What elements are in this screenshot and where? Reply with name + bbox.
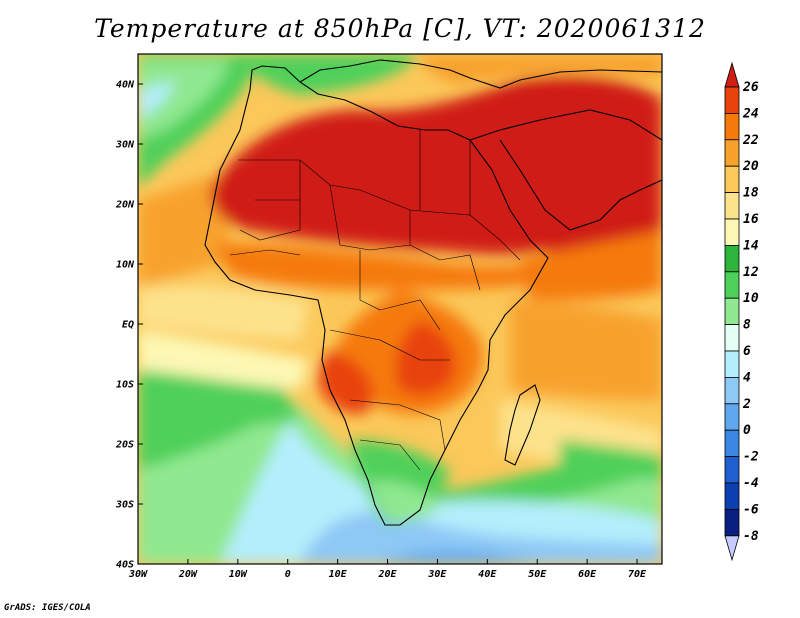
colorbar-swatch (724, 508, 740, 537)
lat-tick-label: 20N (115, 200, 135, 211)
colorbar-label: -8 (743, 529, 759, 544)
temperature-field (138, 54, 662, 564)
colorbar-label: 4 (743, 370, 751, 385)
lon-tick-label: 20W (178, 569, 198, 580)
colorbar-label: -4 (743, 476, 759, 491)
colorbar-swatch (724, 403, 740, 431)
colorbar-label: 2 (742, 397, 751, 412)
colorbar-label: 22 (742, 133, 759, 148)
lon-tick-label: 30W (128, 569, 148, 580)
map-frame (137, 53, 663, 565)
colorbar-label: 14 (743, 238, 759, 253)
lon-tick-label: 10W (229, 569, 248, 580)
colorbar-swatch (724, 139, 740, 167)
colorbar-label: 26 (742, 80, 759, 95)
colorbar-swatch (724, 376, 740, 405)
colorbar-label: 16 (743, 212, 759, 227)
colorbar-label: 10 (743, 291, 759, 306)
colorbar-label: 0 (743, 423, 751, 438)
lon-tick-label: 0 (285, 569, 291, 580)
colorbar-label: -6 (743, 502, 759, 517)
lon-tick-label: 20E (377, 569, 397, 580)
lat-tick-label: 40N (116, 80, 135, 91)
colorbar-swatch (724, 350, 740, 378)
lat-tick-label: 40S (116, 560, 134, 571)
colorbar-swatch (724, 113, 740, 141)
colorbar-bottom-triangle (724, 535, 740, 562)
colorbar-swatch (724, 456, 740, 484)
colorbar-label: 12 (743, 265, 759, 280)
lon-tick-label: 70E (628, 569, 647, 580)
colorbar-top-triangle (724, 61, 740, 88)
lat-tick-label: EQ (122, 320, 134, 331)
lat-tick-label: 30N (115, 140, 135, 151)
colorbar-label: 18 (743, 186, 759, 201)
colorbar-swatch (724, 244, 740, 273)
colorbar-swatch (724, 218, 740, 246)
colorbar-swatch (724, 86, 740, 114)
lat-tick-label: 10S (116, 380, 134, 391)
colorbar-swatch (724, 271, 740, 299)
colorbar-label: 8 (743, 318, 751, 333)
lon-tick-label: 10E (329, 569, 348, 580)
colorbar-swatch (724, 429, 740, 458)
colorbar-swatch (724, 324, 740, 352)
colorbar-label: 24 (742, 106, 759, 121)
lon-tick-label: 40E (478, 569, 497, 580)
colorbar-swatch (724, 297, 740, 326)
country-borders (229, 130, 521, 471)
lon-tick-label: 60E (578, 569, 597, 580)
colorbar-label: 20 (742, 159, 759, 174)
map-axes: 30W 20W 10W 0 10E 20E 30E 40E 50E 60E 70E 40N 30N 20N… (115, 80, 647, 581)
colorbar-swatch (724, 165, 740, 193)
lon-tick-label: 30E (427, 569, 447, 580)
grads-credit: GrADS: IGES/COLA (4, 603, 91, 613)
colorbar-swatch (724, 192, 740, 220)
lat-tick-label: 30S (115, 500, 134, 511)
colorbar-swatch (724, 482, 740, 510)
lat-tick-label: 20S (115, 440, 134, 451)
colorbar-label: -2 (743, 450, 759, 465)
coastlines (204, 59, 662, 526)
lat-tick-label: 10N (116, 260, 135, 271)
colorbar-label: 6 (743, 344, 751, 359)
lon-tick-label: 50E (528, 569, 547, 580)
map-title: Temperature at 850hPa [C], VT: 202006131… (94, 14, 706, 43)
